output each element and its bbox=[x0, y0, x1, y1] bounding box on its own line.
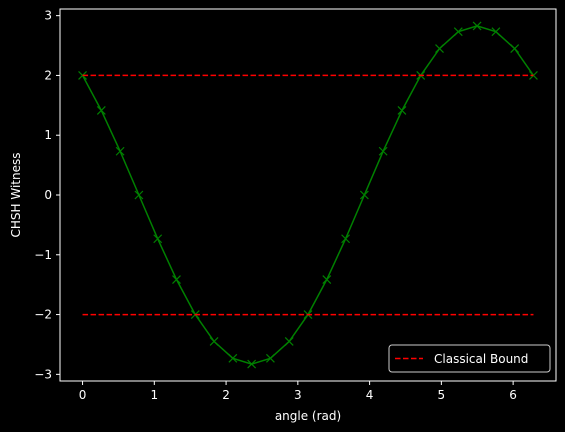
data-point-0-3 bbox=[134, 190, 144, 200]
data-point-0-22 bbox=[491, 27, 501, 37]
data-point-0-9 bbox=[247, 359, 257, 369]
y-tick-label-2: −1 bbox=[34, 248, 52, 262]
y-tick-label-3: 0 bbox=[44, 188, 52, 202]
data-point-0-1 bbox=[96, 106, 106, 115]
series-layer bbox=[78, 21, 538, 369]
x-axis-label: angle (rad) bbox=[275, 409, 341, 423]
data-point-0-2 bbox=[115, 146, 125, 156]
data-point-0-23 bbox=[510, 44, 520, 54]
plot-area bbox=[60, 9, 556, 381]
y-tick-label-1: −2 bbox=[34, 308, 52, 322]
data-point-0-15 bbox=[359, 190, 369, 200]
data-point-0-16 bbox=[378, 146, 388, 156]
data-point-0-4 bbox=[153, 234, 163, 244]
ticks-layer: 0 1 2 3 4 5 6 −3 −2 −1 0 1 2 3 bbox=[34, 9, 517, 402]
data-point-0-7 bbox=[209, 336, 219, 346]
data-point-0-14 bbox=[341, 234, 351, 244]
x-tick-label-2: 2 bbox=[222, 388, 230, 402]
x-tick-label-1: 1 bbox=[150, 388, 158, 402]
x-tick-label-6: 6 bbox=[509, 388, 517, 402]
data-point-0-20 bbox=[453, 27, 463, 37]
y-tick-label-6: 3 bbox=[44, 9, 52, 23]
x-tick-label-4: 4 bbox=[366, 388, 374, 402]
data-point-0-5 bbox=[172, 275, 181, 284]
y-tick-label-0: −3 bbox=[34, 367, 52, 381]
data-point-0-0 bbox=[78, 71, 87, 80]
data-point-0-10 bbox=[266, 353, 275, 363]
data-point-0-8 bbox=[228, 353, 238, 363]
legend-box bbox=[388, 344, 551, 373]
y-tick-label-5: 2 bbox=[44, 68, 52, 82]
data-point-0-21 bbox=[472, 21, 482, 31]
x-tick-label-5: 5 bbox=[438, 388, 446, 402]
legend: Classical Bound bbox=[388, 344, 551, 373]
data-point-0-11 bbox=[284, 336, 294, 346]
y-tick-label-4: 1 bbox=[44, 128, 52, 142]
x-tick-label-0: 0 bbox=[79, 388, 87, 402]
y-axis-label: CHSH Witness bbox=[9, 153, 23, 238]
x-tick-label-3: 3 bbox=[294, 388, 302, 402]
data-point-0-19 bbox=[435, 44, 444, 54]
legend-label-classical-bound: Classical Bound bbox=[434, 352, 528, 366]
data-point-0-17 bbox=[397, 106, 407, 115]
data-point-0-13 bbox=[322, 275, 332, 284]
